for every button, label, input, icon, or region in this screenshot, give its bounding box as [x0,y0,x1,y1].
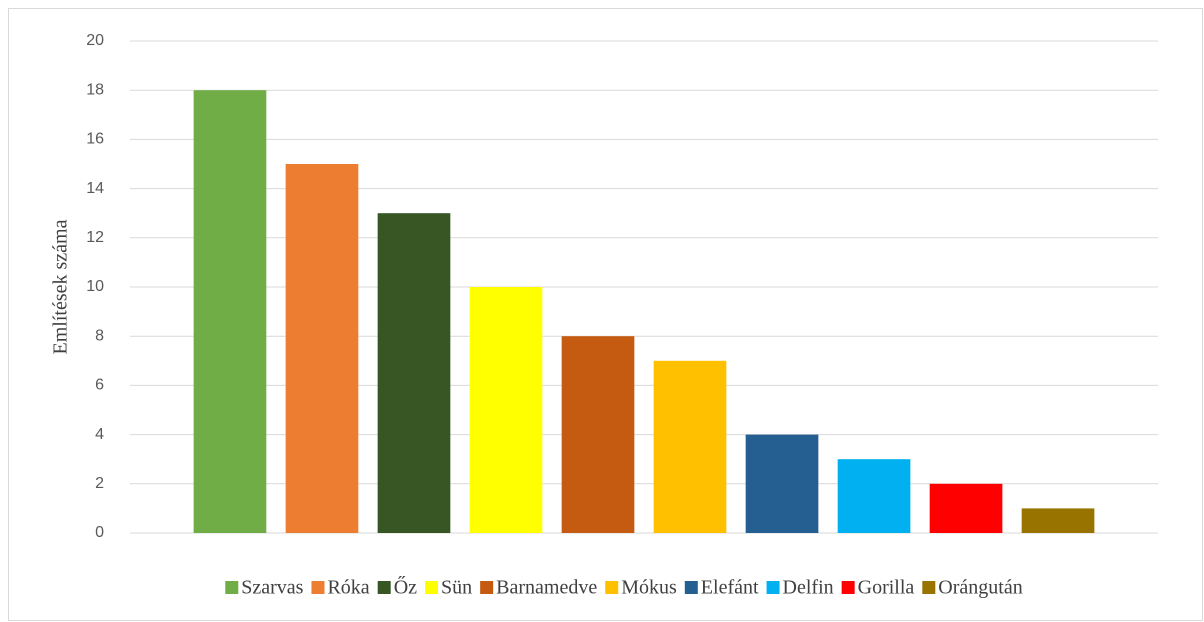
y-axis-label: Említések száma [50,219,72,354]
y-tick-label: 16 [86,131,104,148]
legend-label: Barnamedve [496,577,597,599]
bar [193,90,267,533]
legend-label: Szarvas [241,577,303,599]
legend-swatch [377,581,391,594]
legend-label: Sün [441,577,472,599]
y-tick-label: 12 [86,229,104,246]
bar [653,360,727,533]
y-tick-label: 18 [86,81,104,98]
y-tick-label: 6 [95,377,104,394]
bar [285,164,359,533]
legend-swatch [922,581,936,594]
bar [469,287,543,533]
bar [377,213,451,533]
legend-swatch [311,581,325,594]
bar [1021,508,1095,533]
legend-swatch [225,581,239,594]
legend-label: Mókus [621,577,677,599]
bar [561,336,635,533]
y-tick-label: 4 [95,426,104,443]
bar [929,483,1003,533]
legend-swatch [684,581,698,594]
bar [745,434,819,533]
legend-label: Elefánt [701,577,759,599]
bar [837,459,911,533]
y-tick-label: 0 [95,524,104,541]
y-tick-label: 20 [86,32,104,49]
legend-label: Delfin [783,577,834,599]
legend-label: Orángután [938,577,1022,599]
legend-swatch [425,581,439,594]
legend-swatch [841,581,855,594]
legend-label: Gorilla [858,577,915,599]
legend-label: Róka [327,577,369,599]
legend-swatch [480,581,494,594]
y-tick-label: 2 [95,475,104,492]
y-tick-label: 14 [86,180,104,197]
y-tick-label: 8 [95,327,104,344]
legend-swatch [766,581,780,594]
legend-swatch [605,581,619,594]
y-tick-label: 10 [86,278,104,295]
legend-label: Őz [394,575,417,599]
